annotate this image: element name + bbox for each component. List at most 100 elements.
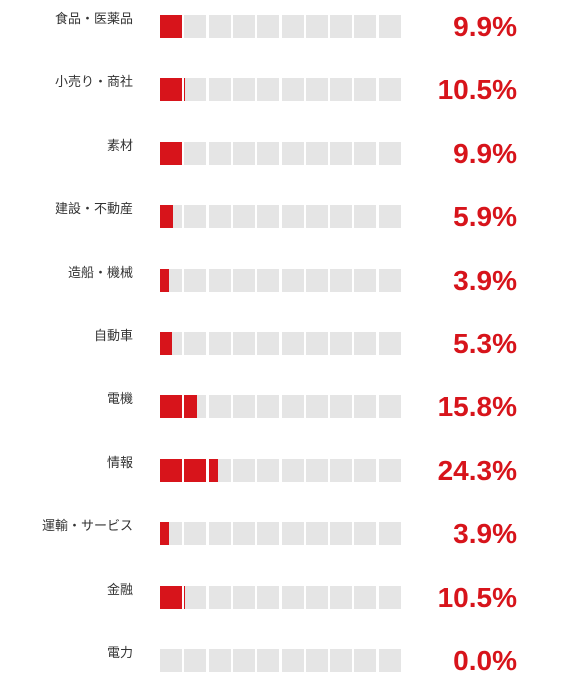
tile <box>232 649 255 672</box>
chart-row: 電力 0.0% <box>0 646 562 686</box>
tile <box>232 585 255 609</box>
chart-row: 素材 9.9% <box>0 137 562 179</box>
tile-fill <box>160 522 169 546</box>
tile <box>281 78 304 102</box>
category-label: 小売り・商社 <box>54 75 133 91</box>
tile-track <box>160 205 402 229</box>
tile <box>330 15 353 38</box>
tile <box>208 395 231 419</box>
value-label: 5.9% <box>453 201 517 233</box>
tile <box>354 205 377 229</box>
tile <box>232 205 255 229</box>
tile-track <box>160 15 402 38</box>
category-label: 素材 <box>106 138 133 154</box>
tile-fill <box>160 268 169 292</box>
tile <box>305 585 328 609</box>
chart-row: 金融 10.5% <box>0 582 562 623</box>
tile <box>305 395 328 419</box>
tile-fill <box>184 78 186 102</box>
tile-track <box>160 585 402 609</box>
tile <box>257 141 280 165</box>
tile <box>281 332 304 355</box>
tile <box>330 585 353 609</box>
chart-row: 運輸・サービス 3.9% <box>0 519 562 559</box>
tile <box>257 458 280 482</box>
tile <box>354 649 377 672</box>
value-label: 0.0% <box>453 645 517 676</box>
tile <box>305 141 328 165</box>
tile-fill <box>160 141 182 165</box>
tile <box>232 78 255 102</box>
tile <box>354 78 377 102</box>
tile <box>257 78 280 102</box>
tile <box>208 268 231 292</box>
tile <box>378 141 401 165</box>
tile <box>305 458 328 482</box>
tile <box>208 585 231 609</box>
tile <box>378 458 401 482</box>
value-label: 9.9% <box>453 137 517 169</box>
tile <box>160 205 182 229</box>
tile <box>257 649 280 672</box>
tile <box>184 205 207 229</box>
tile-track <box>160 522 402 546</box>
tile <box>281 205 304 229</box>
tile <box>160 649 182 672</box>
tile <box>305 78 328 102</box>
tile-fill <box>184 458 207 482</box>
tile <box>257 332 280 355</box>
tile <box>160 78 182 102</box>
tile <box>330 649 353 672</box>
tile <box>232 141 255 165</box>
tile <box>208 141 231 165</box>
tile <box>232 395 255 419</box>
tile <box>184 522 207 546</box>
tile <box>378 649 401 672</box>
value-label: 5.3% <box>453 328 517 359</box>
tile <box>184 458 207 482</box>
tile <box>305 522 328 546</box>
tile-track <box>160 332 402 355</box>
value-label: 10.5% <box>437 74 517 106</box>
tile <box>378 205 401 229</box>
tile <box>305 332 328 355</box>
category-label: 情報 <box>106 455 133 471</box>
tile <box>330 141 353 165</box>
tile-fill <box>160 78 182 102</box>
tile <box>281 395 304 419</box>
tile-track <box>160 649 402 672</box>
tile <box>330 332 353 355</box>
tile <box>378 585 401 609</box>
tile <box>160 395 182 419</box>
tile <box>330 395 353 419</box>
tile-fill <box>160 15 182 38</box>
tile <box>354 268 377 292</box>
tile <box>378 522 401 546</box>
value-label: 9.9% <box>453 11 517 42</box>
tile-fill <box>160 205 173 229</box>
tile <box>208 78 231 102</box>
tile <box>281 458 304 482</box>
tile-track <box>160 268 402 292</box>
chart-row: 情報 24.3% <box>0 455 562 496</box>
category-label: 食品・医薬品 <box>54 12 133 27</box>
tile <box>305 268 328 292</box>
tile <box>354 585 377 609</box>
tile-track <box>160 141 402 165</box>
tile <box>160 141 182 165</box>
tile <box>184 332 207 355</box>
tile <box>354 332 377 355</box>
tile <box>281 522 304 546</box>
tile <box>184 395 207 419</box>
tile <box>281 141 304 165</box>
tile <box>330 522 353 546</box>
value-label: 3.9% <box>453 518 517 550</box>
tile <box>208 332 231 355</box>
tile <box>184 649 207 672</box>
tile-fill <box>160 332 172 355</box>
tile <box>330 458 353 482</box>
tile <box>232 268 255 292</box>
tile <box>232 15 255 38</box>
tile <box>184 585 207 609</box>
tile <box>281 649 304 672</box>
